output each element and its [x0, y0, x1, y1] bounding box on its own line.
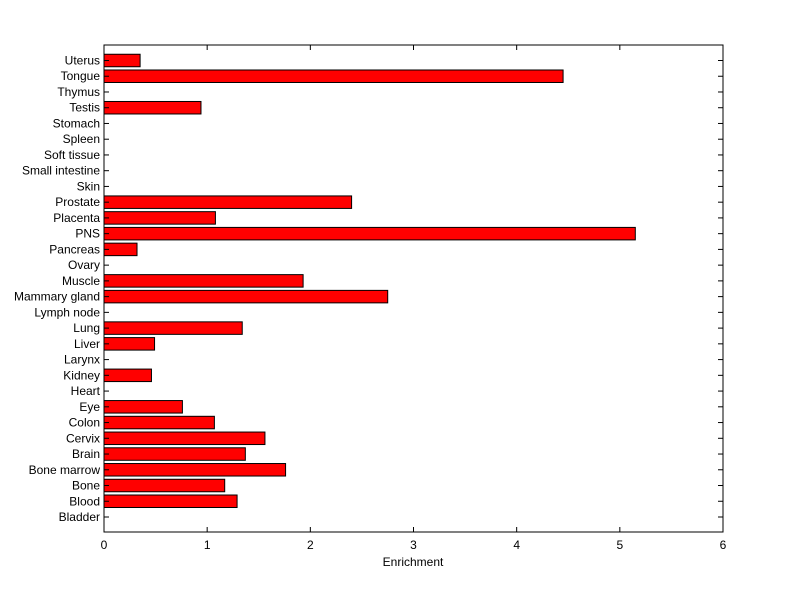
bar-bone — [103, 478, 226, 493]
bar-liver — [103, 337, 156, 351]
bar-placenta — [103, 211, 216, 225]
y-tick-label: Soft tissue — [44, 148, 100, 162]
x-tick-label: 2 — [307, 538, 314, 552]
y-tick-label: Prostate — [55, 195, 100, 209]
y-tick-label: Lymph node — [34, 305, 100, 319]
bar-prostate — [103, 195, 353, 209]
y-tick-label: Pancreas — [49, 242, 100, 256]
bar-kidney — [103, 368, 152, 383]
bar-muscle — [103, 274, 304, 288]
x-axis-label: Enrichment — [383, 555, 444, 569]
x-tick-label: 3 — [410, 538, 417, 552]
y-tick-label: Kidney — [63, 368, 100, 382]
bar-pns — [103, 226, 636, 241]
y-tick-label: Blood — [69, 494, 100, 508]
y-tick-label: Skin — [77, 179, 100, 193]
x-tick-label: 1 — [204, 538, 211, 552]
bar-tongue — [103, 69, 564, 83]
y-tick-label: Testis — [69, 101, 100, 115]
y-tick-label: Spleen — [63, 132, 100, 146]
y-tick-label: Colon — [69, 416, 100, 430]
y-tick-label: Thymus — [57, 85, 100, 99]
y-tick-label: Small intestine — [22, 164, 100, 178]
y-tick-label: Bone — [72, 479, 100, 493]
y-tick-label: Mammary gland — [14, 290, 100, 304]
y-tick-label: Brain — [72, 447, 100, 461]
x-tick-label: 6 — [720, 538, 727, 552]
bar-testis — [103, 100, 202, 115]
y-tick-label: Placenta — [53, 211, 100, 225]
y-tick-label: Ovary — [68, 258, 100, 272]
x-tick-label: 5 — [616, 538, 623, 552]
ticks-layer — [103, 45, 724, 532]
bar-eye — [103, 400, 183, 414]
y-tick-label: Stomach — [53, 116, 100, 130]
bar-lung — [103, 321, 243, 335]
y-tick-label: PNS — [75, 227, 100, 241]
x-tick-label: 4 — [513, 538, 520, 552]
y-tick-label: Tongue — [61, 69, 101, 83]
y-tick-label: Heart — [71, 384, 101, 398]
y-tick-label: Cervix — [66, 431, 100, 445]
bar-uterus — [103, 53, 141, 68]
y-tick-label: Eye — [79, 400, 100, 414]
bar-bone-marrow — [103, 463, 287, 477]
bar-cervix — [103, 431, 266, 446]
y-tick-label: Bone marrow — [29, 463, 101, 477]
bar-mammary-gland — [103, 289, 389, 304]
x-tick-label: 0 — [101, 538, 108, 552]
y-tick-label: Larynx — [64, 353, 100, 367]
y-tick-label: Bladder — [59, 510, 100, 524]
y-tick-label: Muscle — [62, 274, 100, 288]
bar-colon — [103, 415, 215, 430]
y-tick-label: Lung — [73, 321, 100, 335]
y-tick-label: Liver — [74, 337, 100, 351]
y-tick-label: Uterus — [65, 54, 100, 68]
bar-blood — [103, 494, 238, 509]
bar-brain — [103, 447, 246, 461]
